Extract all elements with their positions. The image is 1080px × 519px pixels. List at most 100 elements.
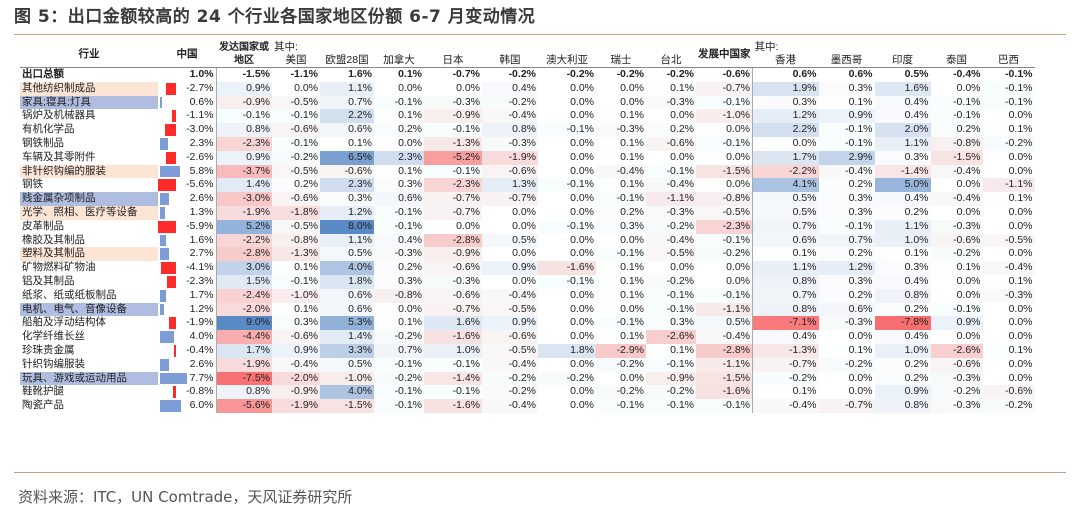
header-col: 香港 (752, 54, 819, 68)
china-data-bar (160, 137, 169, 150)
share-change-cell: -0.1% (374, 399, 424, 413)
share-change-cell: 0.2% (374, 261, 424, 275)
share-change-cell: 0.0% (570, 288, 594, 301)
table-row: 非针织钩编的服装 5.8% -3.7% -0.5% -0.6% 0.1% -0.1% -0.6… (20, 164, 1035, 179)
share-change-cell: -0.4% (482, 288, 538, 303)
share-change-cell: 0.5% (752, 192, 819, 206)
share-change-cell: 0.0% (512, 274, 536, 287)
share-change-cell: -0.2% (982, 399, 1035, 413)
china-data-bar (160, 96, 163, 109)
share-change-cell: 0.0% (570, 136, 594, 149)
share-change-cell: -0.4% (982, 261, 1035, 275)
share-change-cell: -0.2% (374, 330, 424, 344)
header-col: 澳大利亚 (538, 54, 596, 68)
share-change-cell: -0.4% (930, 192, 983, 206)
share-change-cell: -0.2% (818, 357, 875, 372)
share-change-cell: -0.1% (696, 288, 753, 303)
share-change-cell: 0.1% (596, 288, 646, 303)
share-change-cell: 0.2% (874, 205, 931, 220)
share-change-cell: 1.1% (320, 81, 374, 96)
share-change-cell: 0.1% (398, 68, 422, 80)
share-change-cell: -0.4% (930, 164, 983, 179)
table-row: 有机化学品 -3.0% 0.8% -0.6% 0.6% 0.2% -0.1% 0.8% -0.1… (20, 123, 1035, 137)
share-change-cell: -1.0% (272, 288, 320, 303)
share-change-cell: -0.1% (696, 136, 753, 151)
header-col: 泰国 (930, 54, 983, 68)
china-data-bar (165, 124, 176, 136)
share-change-cell: 0.7% (320, 95, 374, 110)
share-change-cell: -0.1% (982, 81, 1035, 96)
table-row: 家具;寝具;灯具 0.6% -0.9% -0.5% 0.7% -0.1% -0.3% -0.2… (20, 95, 1035, 110)
share-change-cell: -0.6% (722, 68, 750, 80)
header-industry: 行业 (20, 40, 158, 68)
share-change-cell: -0.4% (818, 164, 875, 179)
share-change-cell: 0.9% (930, 316, 983, 331)
china-data-bar (160, 193, 170, 205)
share-change-cell: -0.1% (696, 233, 753, 248)
china-data-bar (166, 151, 176, 164)
china-data-bar (167, 275, 176, 288)
share-change-cell: -1.5% (930, 150, 983, 165)
share-change-cell: -0.5% (482, 302, 538, 317)
industry-name: 珍珠贵金属 (22, 343, 75, 356)
share-change-cell: 1.0% (874, 343, 931, 358)
share-change-cell: 0.3% (374, 178, 424, 193)
share-change-cell: 0.0% (848, 371, 873, 384)
source-note: 资料来源：ITC，UN Comtrade，天风证券研究所 (18, 488, 353, 506)
share-change-cell: 5.3% (320, 316, 374, 331)
share-change-cell: -0.6% (482, 164, 538, 179)
share-change-cell: 0.9% (482, 261, 538, 275)
share-change-cell: 0.2% (646, 123, 696, 137)
china-data-bar (158, 179, 176, 192)
industry-name: 塑料及其制品 (20, 247, 158, 262)
share-change-cell: -0.1% (538, 123, 596, 137)
share-change-cell: -0.1% (596, 316, 646, 331)
share-change-cell: -0.7% (482, 192, 538, 206)
share-change-cell: -0.1% (272, 136, 320, 151)
share-change-cell: 0.0% (670, 150, 694, 163)
share-change-cell: 0.2% (818, 288, 875, 303)
share-change-cell: -3.0% (215, 192, 272, 206)
share-change-cell: -7.5% (215, 371, 272, 386)
china-value: 0.6% (189, 95, 214, 108)
share-change-cell: -0.1% (374, 95, 424, 110)
share-change-cell: -0.6% (424, 261, 482, 275)
share-change-cell: -0.5% (646, 247, 696, 262)
share-change-cell: 0.1% (596, 136, 646, 151)
share-change-cell: 0.1% (374, 109, 424, 124)
share-change-cell: -0.5% (696, 205, 753, 220)
share-change-cell: -0.3% (930, 219, 983, 234)
share-change-cell: -0.1% (374, 357, 424, 372)
china-data-bar (160, 358, 170, 371)
share-change-cell: 0.3% (320, 192, 374, 206)
share-change-cell: 0.0% (456, 219, 480, 232)
share-change-cell: 0.0% (570, 192, 594, 205)
industry-name: 出口总额 (22, 68, 64, 80)
share-change-cell: -2.3% (424, 178, 482, 193)
share-change-cell: 0.6% (752, 233, 819, 248)
share-change-cell: 4.1% (752, 178, 819, 193)
share-change-cell: 0.2% (596, 205, 646, 220)
industry-name: 玩具、游戏或运动用品 (20, 371, 158, 386)
share-change-cell: 0.4% (874, 274, 931, 289)
industry-name: 矿物燃料矿物油 (22, 261, 96, 274)
share-change-cell: -0.8% (272, 233, 320, 248)
china-value: 1.0% (189, 68, 214, 80)
share-change-cell: -0.6% (272, 192, 320, 206)
china-share-cell: -4.1% (158, 261, 216, 275)
share-change-cell: -0.4% (596, 164, 646, 179)
share-change-cell: 0.0% (398, 136, 422, 149)
share-change-cell: -0.9% (215, 95, 272, 110)
china-data-bar (174, 344, 176, 357)
share-change-cell: 0.3% (752, 95, 819, 110)
share-change-cell: -1.4% (424, 371, 482, 386)
share-change-cell: -0.1% (646, 288, 696, 303)
share-change-cell: 0.7% (752, 288, 819, 303)
table-row: 化学纤维长丝 4.0% -4.4% -0.6% 1.4% -0.2% -1.6% -0.6% 0… (20, 330, 1035, 344)
share-change-cell: -0.6% (272, 330, 320, 344)
share-change-cell: 2.2% (320, 109, 374, 124)
share-change-cell: 0.3% (818, 274, 875, 289)
share-change-cell: -0.1% (424, 123, 482, 137)
share-change-cell: -0.1% (424, 385, 482, 400)
china-data-bar (160, 206, 165, 219)
